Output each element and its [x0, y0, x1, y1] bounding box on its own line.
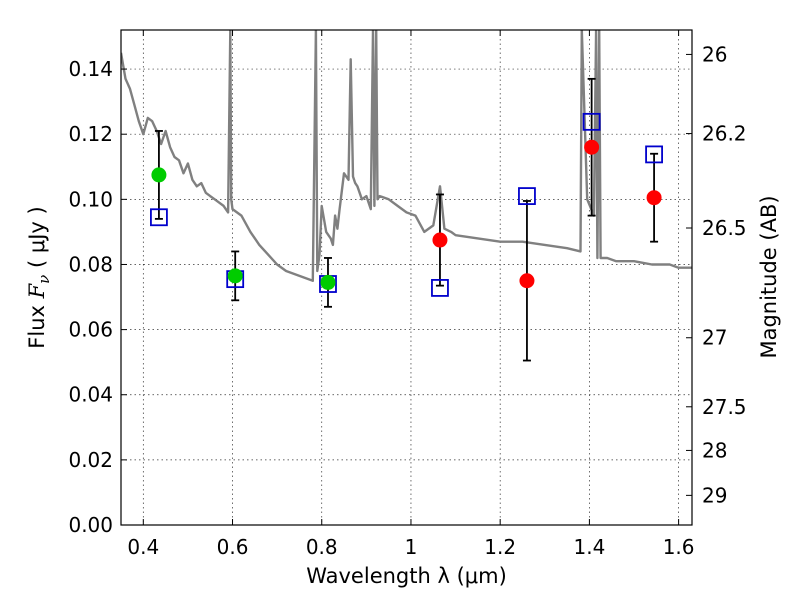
y-axis-label: Flux Fν ( μJy ) [25, 206, 53, 348]
y-tick-label: 0.02 [68, 448, 113, 472]
model-photometry-box [150, 208, 168, 227]
nir-flux-point [646, 190, 662, 206]
optical-flux-point [320, 274, 336, 290]
x-tick-label: 0.6 [217, 535, 249, 559]
right-y-axis-label: Magnitude (AB) [757, 195, 781, 358]
y-tick-label: 0.12 [68, 122, 113, 146]
right-y-tick-label: 28 [702, 438, 727, 462]
right-y-tick-label: 29 [702, 483, 727, 507]
model-photometry-box [431, 279, 449, 297]
x-tick-label: 1.4 [573, 535, 605, 559]
right-y-tick-label: 26.5 [702, 216, 747, 240]
model-photometry-box [582, 112, 601, 131]
y-tick-label: 0.00 [68, 513, 113, 537]
grid [121, 30, 692, 526]
model-photometry-box [645, 145, 663, 164]
right-y-tick-label: 26.2 [702, 122, 747, 146]
nir-flux-point [584, 139, 600, 155]
y-tick-label: 0.04 [68, 383, 113, 407]
model-spectrum-line [121, 30, 692, 282]
nir-flux-point [432, 232, 448, 248]
right-y-tick-label: 26 [702, 42, 727, 66]
x-tick-label: 0.8 [306, 535, 338, 559]
plot-area [121, 30, 692, 362]
optical-flux-point [151, 167, 167, 183]
x-axis-label: Wavelength λ (μm) [306, 564, 507, 588]
plot-frame [120, 29, 693, 526]
x-tick-label: 1.6 [663, 535, 695, 559]
optical-flux-point [227, 268, 243, 284]
y-tick-label: 0.10 [68, 187, 113, 211]
x-tick-label: 0.4 [127, 535, 159, 559]
axes: 0.4 0.6 0.8 1 1.2 1.4 1.6 0.00 0.02 0.04 0.06 0.08 0… [68, 30, 747, 559]
model-photometry-box [518, 187, 536, 205]
y-tick-label: 0.06 [68, 318, 113, 342]
y-tick-label: 0.14 [68, 57, 113, 81]
x-tick-label: 1.2 [484, 535, 516, 559]
nir-flux-point [519, 273, 535, 289]
right-y-tick-label: 27 [702, 326, 727, 350]
right-y-tick-label: 27.5 [702, 395, 747, 419]
y-tick-label: 0.08 [68, 252, 113, 276]
x-tick-label: 1 [405, 535, 418, 559]
